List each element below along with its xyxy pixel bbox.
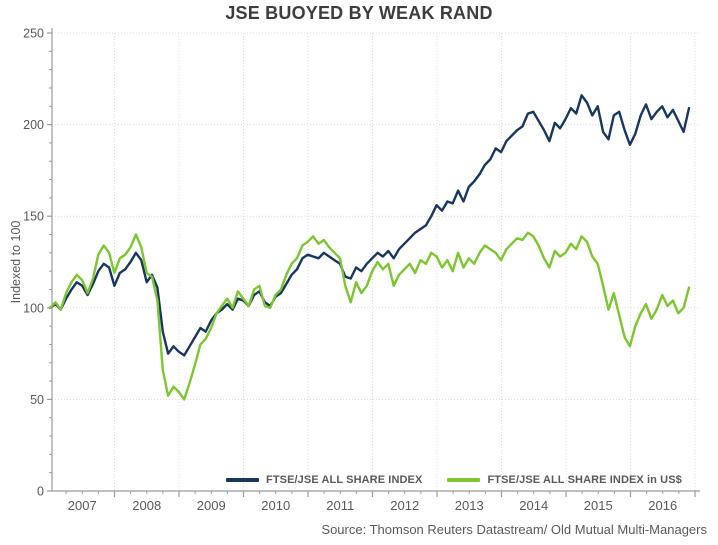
legend-swatch-zar [226, 478, 259, 482]
x-year-label: 2008 [132, 498, 161, 513]
x-year-label: 2011 [326, 498, 354, 513]
x-year-label: 2016 [648, 498, 677, 513]
x-year-label: 2009 [197, 498, 226, 513]
legend-item-usd: FTSE/JSE ALL SHARE INDEX in US$ [447, 474, 682, 486]
x-year-label: 2014 [519, 498, 548, 513]
legend: FTSE/JSE ALL SHARE INDEX FTSE/JSE ALL SH… [226, 472, 682, 488]
x-year-label: 2013 [455, 498, 484, 513]
chart-title: JSE BUOYED BY WEAK RAND [225, 3, 493, 23]
x-year-label: 2015 [584, 498, 613, 513]
y-tick-label: 100 [23, 301, 44, 315]
series-line-zar [48, 94, 691, 357]
y-tick-label: 150 [23, 210, 44, 224]
y-tick-label: 250 [23, 27, 44, 41]
y-tick-label: 50 [30, 393, 44, 407]
legend-swatch-usd [447, 478, 481, 482]
x-year-label: 2012 [390, 498, 419, 513]
source-attribution: Source: Thomson Reuters Datastream/ Old … [321, 522, 707, 537]
legend-label-usd: FTSE/JSE ALL SHARE INDEX in US$ [487, 474, 682, 486]
x-year-label: 2007 [68, 498, 97, 513]
series-line-usd [48, 231, 691, 401]
x-year-label: 2010 [261, 498, 290, 513]
y-tick-label: 0 [37, 485, 44, 499]
y-tick-label: 200 [23, 118, 44, 132]
legend-label-zar: FTSE/JSE ALL SHARE INDEX [266, 474, 423, 486]
legend-item-zar: FTSE/JSE ALL SHARE INDEX [226, 474, 422, 486]
